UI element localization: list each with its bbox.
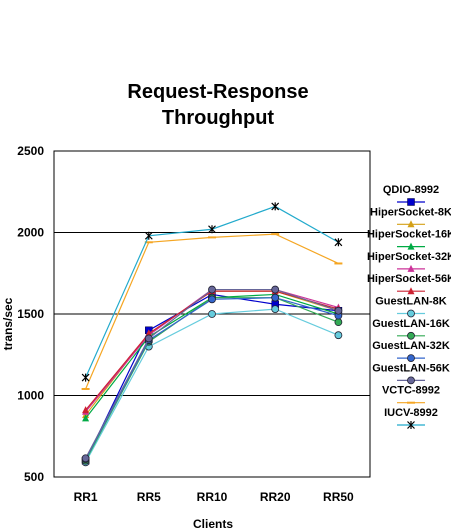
legend-marker-guestlan-16k [407,331,415,340]
x-tick-labels: RR1 RR5 RR10 RR20 RR50 [74,490,354,504]
legend-label-hipersocket-56k: HiperSocket-56K [367,273,451,285]
data-point-iucv-8992 [144,231,153,240]
data-point-iucv-8992 [81,373,90,382]
y-tick-label: 2500 [17,144,44,158]
data-point-guestlan-32k [271,293,280,302]
y-tick-label: 500 [24,470,44,484]
data-point-guestlan-56k [144,334,153,343]
legend-marker-hipersocket-16k [407,242,415,250]
data-point-guestlan-56k [271,285,280,294]
chart-title-line-1: Request-Response [127,81,308,103]
legend-label-guestlan-32k: GuestLAN-32K [372,340,450,352]
data-point-guestlan-8k [208,310,216,318]
data-point-iucv-8992 [208,225,216,234]
x-tick-label: RR10 [197,490,228,504]
legend-marker-hipersocket-32k [407,264,415,272]
x-axis-label: Clients [193,517,233,531]
legend-label-hipersocket-8k: HiperSocket-8K [370,206,451,218]
data-point-guestlan-56k [208,285,216,294]
legend-marker-guestlan-8k [407,309,415,318]
series-guestlan-56k [81,285,343,463]
x-tick-label: RR50 [323,490,354,504]
data-point-guestlan-56k [334,306,343,315]
legend-label-qdio-8992: QDIO-8992 [383,184,439,196]
legend-marker-hipersocket-8k [407,220,415,228]
data-point-hipersocket-56k [145,329,153,337]
data-point-hipersocket-16k [82,414,90,422]
x-tick-label: RR5 [137,490,161,504]
legend-label-vctc-8992: VCTC-8992 [382,385,440,397]
legend-label-iucv-8992: IUCV-8992 [384,407,438,419]
y-tick-labels: 500 1000 1500 2000 2500 [17,144,44,484]
legend-marker-qdio-8992 [407,198,415,206]
y-axis-label: trans/sec [1,297,15,350]
legend-marker-guestlan-32k [407,354,415,363]
legend-label-hipersocket-32k: HiperSocket-32K [367,251,451,263]
legend-marker-hipersocket-56k [407,287,415,295]
data-point-guestlan-32k [208,295,216,304]
chart-title-line-2: Throughput [162,107,275,129]
legend-label-guestlan-16k: GuestLAN-16K [372,318,450,330]
legend-label-hipersocket-16k: HiperSocket-16K [367,229,451,241]
y-tick-label: 2000 [17,226,44,240]
series-lines [81,202,343,467]
data-point-iucv-8992 [271,202,280,211]
legend-label-guestlan-56k: GuestLAN-56K [372,362,450,374]
data-point-hipersocket-56k [82,406,90,414]
data-point-iucv-8992 [334,238,343,247]
y-tick-label: 1500 [17,307,44,321]
x-tick-label: RR1 [74,490,98,504]
legend-marker-guestlan-56k [407,376,415,385]
legend: QDIO-8992 HiperSocket-8K HiperSocket-16K Hi… [367,184,451,429]
series-vctc-8992 [81,233,343,390]
series-iucv-8992 [81,202,343,382]
y-tick-label: 1000 [17,389,44,403]
data-point-guestlan-8k [271,305,280,314]
data-point-guestlan-8k [334,331,343,340]
legend-marker-iucv-8992 [407,421,415,429]
data-point-guestlan-56k [81,454,90,463]
data-point-guestlan-16k [334,318,343,327]
x-tick-label: RR20 [260,490,291,504]
legend-label-guestlan-8k: GuestLAN-8K [375,296,447,308]
